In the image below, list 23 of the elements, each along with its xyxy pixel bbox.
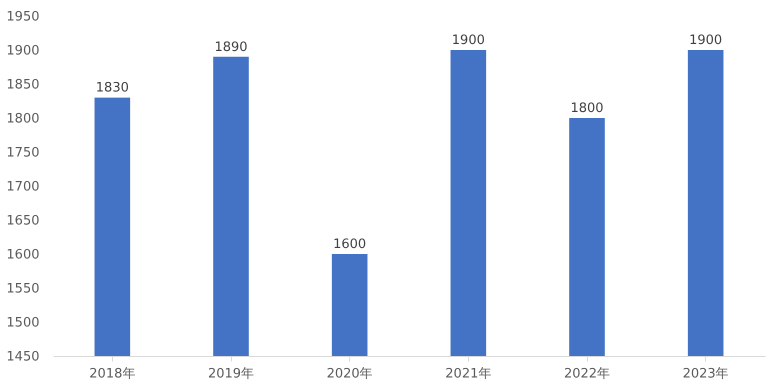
y-tick-label: 1750 xyxy=(6,146,40,160)
x-tick-label: 2023年 xyxy=(682,366,729,382)
y-tick-label: 1900 xyxy=(6,44,40,58)
x-tick-label: 2018年 xyxy=(89,366,136,382)
x-tick-label: 2020年 xyxy=(326,366,373,382)
x-tick-label: 2022年 xyxy=(564,366,610,382)
data-label: 1600 xyxy=(333,237,366,252)
y-tick-label: 1550 xyxy=(6,282,40,296)
data-label: 1890 xyxy=(214,40,248,55)
y-tick-label: 1650 xyxy=(6,214,40,228)
y-tick-label: 1500 xyxy=(6,316,40,330)
y-tick-label: 1850 xyxy=(6,78,40,92)
y-tick-label: 1450 xyxy=(6,350,40,364)
data-label: 1900 xyxy=(689,33,722,48)
x-tick-label: 2021年 xyxy=(445,366,492,382)
data-label: 1800 xyxy=(570,101,604,116)
y-tick-label: 1700 xyxy=(6,180,40,194)
data-label: 1900 xyxy=(452,33,485,48)
x-tick-label: 2019年 xyxy=(208,366,254,382)
y-tick-label: 1800 xyxy=(6,112,40,126)
data-label: 1830 xyxy=(96,80,129,96)
y-tick-label: 1600 xyxy=(6,248,40,262)
y-tick-label: 1950 xyxy=(6,10,40,24)
